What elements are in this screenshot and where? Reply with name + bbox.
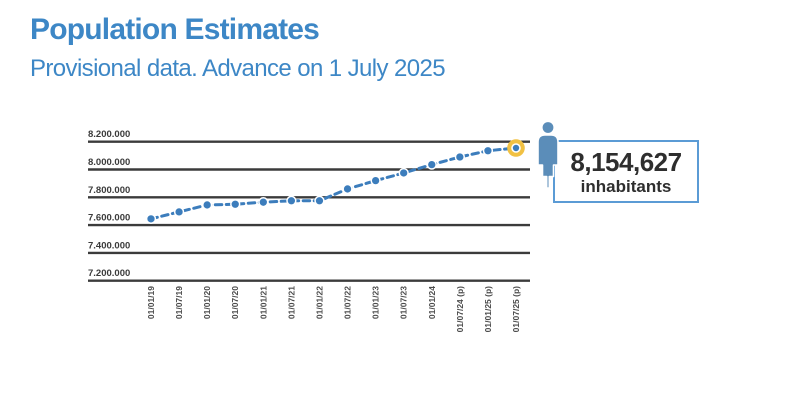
highlighted-point (512, 144, 520, 152)
x-tick-label: 01/07/20 (230, 286, 240, 319)
x-tick-label: 01/07/21 (286, 286, 296, 319)
x-tick-label: 01/01/19 (146, 286, 156, 319)
data-point (258, 197, 269, 208)
x-tick-label: 01/07/24 (p) (455, 286, 465, 332)
y-tick-label: 8.200.000 (88, 129, 130, 140)
x-tick-label: 01/01/24 (427, 286, 437, 319)
x-tick-label: 01/07/25 (p) (511, 286, 521, 332)
x-tick-label: 01/07/19 (174, 286, 184, 319)
inhabitants-label: inhabitants (580, 176, 672, 196)
x-tick-label: 01/07/22 (343, 286, 353, 319)
data-point (398, 167, 409, 179)
callout-box: 8,154,627 inhabitants (553, 140, 699, 203)
x-tick-label: 01/01/23 (371, 286, 381, 319)
data-point (482, 145, 494, 156)
header: Population Estimates Provisional data. A… (30, 13, 446, 82)
x-tick-label: 01/01/22 (314, 286, 324, 319)
data-point (230, 199, 241, 210)
data-point (202, 199, 213, 211)
x-tick-label: 01/01/21 (258, 286, 268, 319)
population-count: 8,154,627 (570, 146, 682, 177)
y-tick-label: 7.200.000 (88, 268, 130, 279)
page-title: Population Estimates (30, 13, 320, 46)
data-point (314, 195, 325, 206)
data-point (342, 183, 353, 195)
data-point (370, 175, 381, 186)
data-point (286, 195, 297, 206)
data-point (173, 206, 185, 218)
data-point (426, 159, 437, 170)
x-tick-label: 01/01/25 (p) (483, 286, 493, 332)
y-tick-label: 7.400.000 (88, 240, 130, 251)
y-tick-label: 7.800.000 (88, 185, 130, 196)
data-point (145, 213, 157, 224)
person-icon (537, 121, 559, 189)
page-subtitle: Provisional data. Advance on 1 July 2025 (30, 54, 446, 82)
data-point (454, 151, 465, 163)
y-tick-label: 7.600.000 (88, 213, 130, 224)
x-tick-label: 01/01/20 (202, 286, 212, 319)
y-tick-label: 8.000.000 (88, 157, 130, 168)
x-tick-label: 01/07/23 (399, 286, 409, 319)
